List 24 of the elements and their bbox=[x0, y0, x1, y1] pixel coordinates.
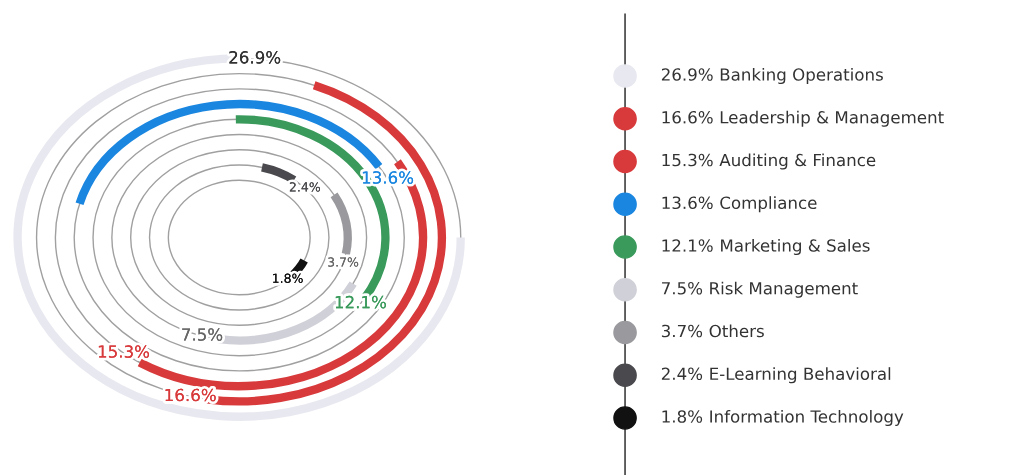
text: 1.8% bbox=[273, 273, 303, 284]
text: 3.7% bbox=[328, 257, 359, 267]
data-label: 3.7% bbox=[661, 324, 703, 338]
text: 15.3% bbox=[98, 345, 150, 358]
text: 2.4% bbox=[289, 182, 321, 192]
data-label: 26.9% bbox=[661, 68, 713, 81]
category-label: Marketing & Sales bbox=[721, 238, 870, 256]
data-label: 13.6% bbox=[662, 196, 713, 210]
data-label: 1.8% bbox=[662, 410, 703, 423]
category-label: E-Learning Behavioral bbox=[710, 367, 891, 384]
category-label: Risk Management bbox=[710, 281, 858, 298]
data-label: 15.3% bbox=[662, 153, 713, 167]
category-label: Banking Operations bbox=[720, 67, 883, 85]
data-label: 2.4% bbox=[661, 367, 703, 381]
data-label: 16.6% bbox=[662, 110, 713, 124]
category-label: Others bbox=[709, 324, 764, 338]
category-label: Compliance bbox=[720, 196, 817, 213]
text: 26.9% bbox=[229, 51, 281, 64]
category-label: Auditing & Finance bbox=[719, 153, 876, 170]
category-label: Information Technology bbox=[710, 409, 904, 427]
data-label: 7.5% bbox=[662, 281, 703, 295]
data-label: 12.1% bbox=[662, 239, 713, 252]
category-label: Leadership & Management bbox=[720, 110, 944, 127]
text: 16.6% bbox=[165, 388, 216, 402]
